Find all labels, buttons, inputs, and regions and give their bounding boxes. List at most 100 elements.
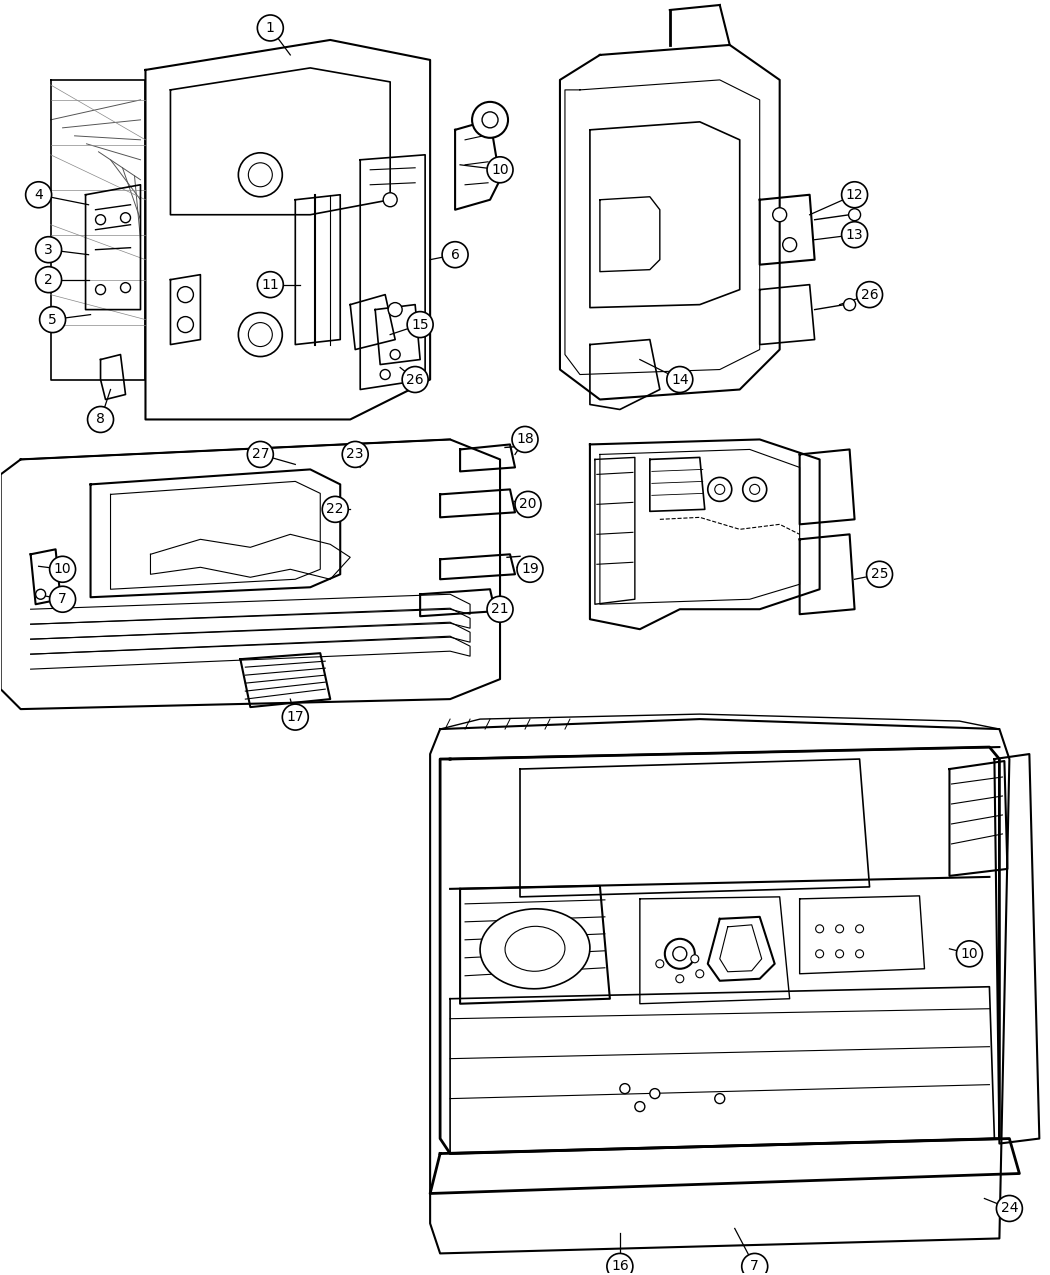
- Circle shape: [322, 496, 349, 523]
- Circle shape: [750, 484, 760, 495]
- Circle shape: [650, 1089, 659, 1099]
- Text: 14: 14: [671, 372, 689, 386]
- Circle shape: [676, 975, 684, 983]
- Text: 10: 10: [961, 947, 979, 961]
- Circle shape: [691, 955, 699, 963]
- Text: 13: 13: [845, 228, 863, 242]
- Ellipse shape: [480, 909, 590, 989]
- Circle shape: [391, 349, 400, 360]
- Circle shape: [49, 556, 76, 583]
- Text: 16: 16: [611, 1260, 629, 1274]
- Circle shape: [342, 441, 369, 468]
- Circle shape: [442, 242, 468, 268]
- Circle shape: [673, 947, 687, 961]
- Circle shape: [996, 1196, 1023, 1221]
- Text: 21: 21: [491, 602, 509, 616]
- Circle shape: [514, 491, 541, 518]
- Circle shape: [96, 284, 106, 295]
- Text: 17: 17: [287, 710, 304, 724]
- Text: 24: 24: [1001, 1201, 1018, 1215]
- Text: 27: 27: [252, 448, 269, 462]
- Text: 3: 3: [44, 242, 52, 256]
- Circle shape: [856, 950, 863, 958]
- Circle shape: [708, 477, 732, 501]
- Circle shape: [842, 182, 867, 208]
- Circle shape: [517, 556, 543, 583]
- Circle shape: [238, 312, 282, 357]
- Circle shape: [607, 1253, 633, 1275]
- Text: 8: 8: [97, 413, 105, 426]
- Text: 15: 15: [412, 317, 429, 332]
- Text: 22: 22: [327, 502, 344, 516]
- Circle shape: [25, 182, 51, 208]
- Circle shape: [620, 1084, 630, 1094]
- Text: 7: 7: [751, 1260, 759, 1274]
- Circle shape: [177, 316, 193, 333]
- Circle shape: [848, 209, 861, 221]
- Circle shape: [257, 15, 284, 41]
- Circle shape: [257, 272, 284, 297]
- Circle shape: [696, 970, 704, 978]
- Text: 11: 11: [261, 278, 279, 292]
- Circle shape: [36, 266, 62, 293]
- Circle shape: [836, 924, 843, 933]
- Circle shape: [248, 441, 273, 468]
- Circle shape: [177, 287, 193, 302]
- Circle shape: [843, 298, 856, 311]
- Circle shape: [836, 950, 843, 958]
- Text: 26: 26: [861, 288, 879, 302]
- Circle shape: [856, 924, 863, 933]
- Ellipse shape: [505, 927, 565, 972]
- Circle shape: [842, 222, 867, 247]
- Circle shape: [635, 1102, 645, 1112]
- Text: 2: 2: [44, 273, 52, 287]
- Circle shape: [402, 366, 428, 393]
- Text: 12: 12: [845, 187, 863, 201]
- Circle shape: [380, 370, 391, 380]
- Circle shape: [715, 484, 724, 495]
- Circle shape: [249, 323, 272, 347]
- Text: 4: 4: [35, 187, 43, 201]
- Text: 7: 7: [58, 593, 67, 606]
- Circle shape: [741, 1253, 768, 1275]
- Circle shape: [782, 237, 797, 251]
- Text: 18: 18: [517, 432, 533, 446]
- Text: 26: 26: [406, 372, 424, 386]
- Text: 23: 23: [346, 448, 364, 462]
- Circle shape: [773, 208, 786, 222]
- Circle shape: [121, 283, 130, 293]
- Circle shape: [383, 193, 397, 207]
- Circle shape: [857, 282, 883, 307]
- Text: 5: 5: [48, 312, 57, 326]
- Circle shape: [238, 153, 282, 196]
- Circle shape: [96, 214, 106, 224]
- Text: 25: 25: [870, 567, 888, 581]
- Circle shape: [816, 924, 823, 933]
- Text: 20: 20: [520, 497, 537, 511]
- Circle shape: [36, 237, 62, 263]
- Circle shape: [665, 938, 695, 969]
- Circle shape: [40, 306, 65, 333]
- Text: 10: 10: [491, 163, 509, 177]
- Circle shape: [49, 586, 76, 612]
- Circle shape: [36, 589, 45, 599]
- Circle shape: [87, 407, 113, 432]
- Circle shape: [282, 704, 309, 731]
- Circle shape: [249, 163, 272, 186]
- Circle shape: [388, 302, 402, 316]
- Circle shape: [512, 426, 538, 453]
- Circle shape: [407, 311, 433, 338]
- Circle shape: [667, 366, 693, 393]
- Circle shape: [487, 597, 513, 622]
- Circle shape: [487, 157, 513, 182]
- Text: 1: 1: [266, 20, 275, 34]
- Circle shape: [957, 941, 983, 966]
- Circle shape: [866, 561, 892, 588]
- Circle shape: [482, 112, 498, 128]
- Text: 6: 6: [450, 247, 460, 261]
- Circle shape: [656, 960, 664, 968]
- Circle shape: [472, 102, 508, 138]
- Text: 10: 10: [54, 562, 71, 576]
- Text: 19: 19: [521, 562, 539, 576]
- Circle shape: [742, 477, 766, 501]
